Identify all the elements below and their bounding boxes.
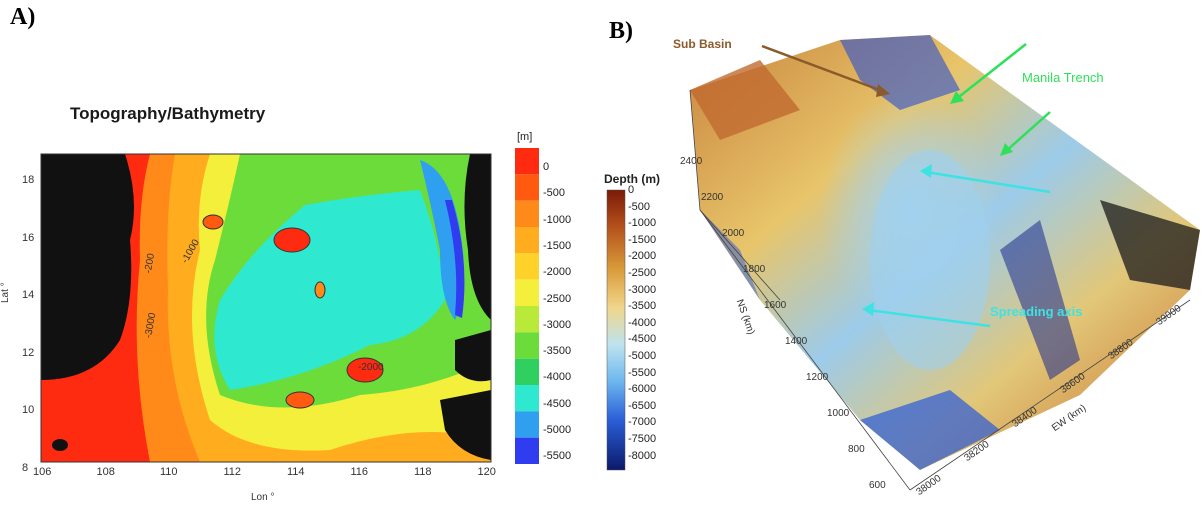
colorbar-swatch: [515, 438, 539, 464]
colorbar-tick-label: -2500: [543, 293, 571, 305]
colorbar-swatch: [515, 148, 539, 174]
colorbar-tick-label: -6000: [628, 383, 656, 395]
panel-b-colorbar: [607, 190, 625, 470]
annotation-manila-trench: Manila Trench: [1022, 70, 1104, 85]
colorbar-tick-label: -4000: [543, 371, 571, 383]
colorbar-tick-label: -3000: [543, 319, 571, 331]
colorbar-tick-label: -1000: [543, 214, 571, 226]
colorbar-tick-label: -1500: [628, 234, 656, 246]
ns-tick-label: 800: [848, 444, 865, 455]
colorbar-tick-label: 0: [543, 161, 549, 173]
colorbar-swatch: [515, 332, 539, 358]
colorbar-tick-label: -6500: [628, 400, 656, 412]
colorbar-tick-label: -4000: [628, 317, 656, 329]
colorbar-tick-label: -3500: [543, 345, 571, 357]
x-tick-label: 108: [97, 466, 115, 478]
colorbar-tick-label: -2500: [628, 267, 656, 279]
y-tick-label: 14: [22, 289, 34, 301]
colorbar-tick-label: -7500: [628, 433, 656, 445]
x-tick-label: 112: [224, 466, 242, 478]
colorbar-tick-label: -4500: [543, 398, 571, 410]
y-tick-label: 10: [22, 404, 34, 416]
ns-tick-label: 2000: [722, 228, 744, 239]
ns-tick-label: 2200: [701, 192, 723, 203]
colorbar-swatch: [515, 306, 539, 332]
y-tick-label: 12: [22, 347, 34, 359]
ns-tick-label: 1800: [743, 264, 765, 275]
x-tick-label: 110: [160, 466, 178, 478]
colorbar-swatch: [515, 201, 539, 227]
y-tick-label: 16: [22, 232, 34, 244]
colorbar-tick-label: -3000: [628, 284, 656, 296]
panel-a-colorbar: [515, 148, 539, 464]
colorbar-tick-label: -5500: [543, 450, 571, 462]
panel-a-ylabel: Lat °: [0, 282, 11, 303]
colorbar-swatch: [515, 227, 539, 253]
ns-tick-label: 1400: [785, 336, 807, 347]
colorbar-swatch: [515, 411, 539, 437]
contour-label: -2000: [358, 362, 384, 373]
panel-a-xlabel: Lon °: [251, 492, 274, 503]
colorbar-tick-label: -8000: [628, 450, 656, 462]
ns-tick-label: 1000: [827, 408, 849, 419]
colorbar-swatch: [515, 385, 539, 411]
colorbar-tick-label: -4500: [628, 333, 656, 345]
x-tick-label: 106: [33, 466, 51, 478]
colorbar-tick-label: -5000: [543, 424, 571, 436]
colorbar-tick-label: -2000: [543, 266, 571, 278]
colorbar-tick-label: -2000: [628, 250, 656, 262]
colorbar-tick-label: -5500: [628, 367, 656, 379]
y-tick-label: 18: [22, 174, 34, 186]
x-tick-label: 120: [478, 466, 496, 478]
ns-tick-label: 1200: [806, 372, 828, 383]
colorbar-tick-label: -5000: [628, 350, 656, 362]
x-tick-label: 116: [351, 466, 369, 478]
colorbar-unit: [m]: [517, 131, 532, 143]
x-tick-label: 114: [287, 466, 305, 478]
colorbar-tick-label: -500: [543, 187, 565, 199]
annotation-sub-basin: Sub Basin: [673, 37, 732, 51]
colorbar-tick-label: -500: [628, 201, 650, 213]
colorbar-tick-label: -3500: [628, 300, 656, 312]
colorbar-swatch: [515, 253, 539, 279]
ns-tick-label: 1600: [764, 300, 786, 311]
colorbar-swatch: [515, 174, 539, 200]
colorbar-swatch: [515, 280, 539, 306]
colorbar-tick-label: -1000: [628, 217, 656, 229]
colorbar-tick-label: 0: [628, 184, 634, 196]
ns-tick-label: 2400: [680, 156, 702, 167]
colorbar-tick-label: -1500: [543, 240, 571, 252]
x-tick-label: 118: [414, 466, 432, 478]
annotation-spreading-axis: Spreading axis: [990, 304, 1082, 319]
y-tick-label: 8: [22, 462, 28, 474]
ns-tick-label: 600: [869, 480, 886, 491]
colorbar-swatch: [515, 359, 539, 385]
colorbar-tick-label: -7000: [628, 416, 656, 428]
